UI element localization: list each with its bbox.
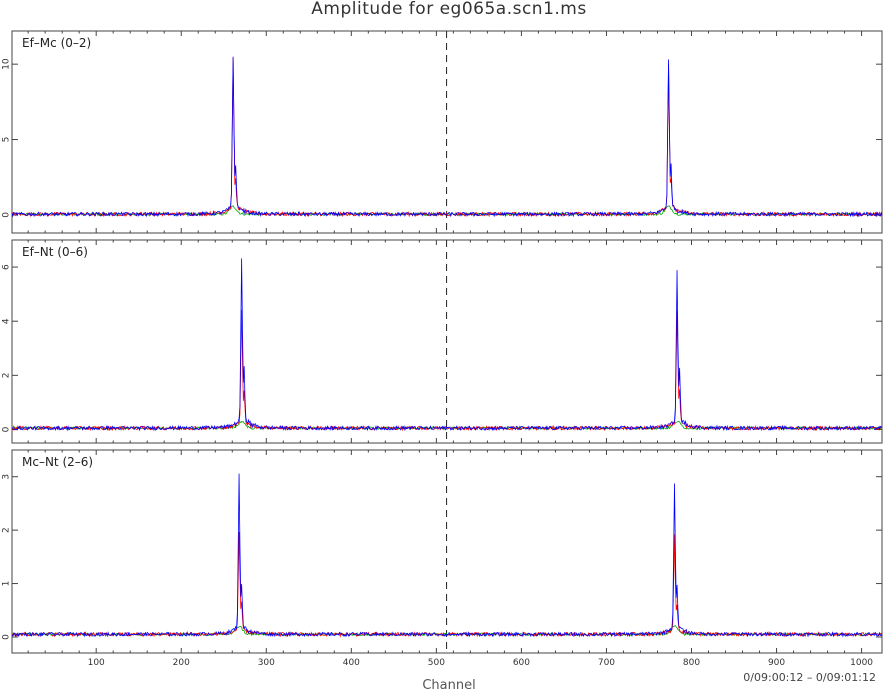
x-tick-label: 800 bbox=[683, 658, 700, 668]
y-tick-label: 4 bbox=[2, 318, 12, 324]
x-tick-label: 700 bbox=[598, 658, 615, 668]
panels-group: 0 5 10 Ef–Mc (0–2) 0 2 4 6 Ef–Nt (0–6) 0 1 2 3 Mc–Nt … bbox=[2, 30, 883, 668]
time-range-label: 0/09:00:12 – 0/09:01:12 bbox=[743, 671, 876, 684]
series-line-blue bbox=[11, 473, 883, 638]
series-line-red bbox=[11, 309, 883, 432]
panel-label: Ef–Nt (0–6) bbox=[22, 245, 88, 259]
panel-label: Ef–Mc (0–2) bbox=[22, 36, 91, 50]
panel-3: 0 1 2 3 Mc–Nt (2–6) bbox=[2, 449, 883, 654]
x-tick-label: 900 bbox=[768, 658, 785, 668]
series-line-blue bbox=[11, 258, 883, 432]
x-tick-label: 200 bbox=[173, 658, 190, 668]
panel-label: Mc–Nt (2–6) bbox=[22, 455, 93, 469]
chart-title: Amplitude for eg065a.scn1.ms bbox=[311, 0, 586, 19]
y-tick-label: 0 bbox=[2, 634, 12, 640]
y-tick-label: 0 bbox=[2, 212, 12, 218]
y-tick-label: 5 bbox=[2, 137, 12, 143]
y-tick-label: 1 bbox=[2, 581, 12, 587]
panel-2: 0 2 4 6 Ef–Nt (0–6) bbox=[2, 239, 883, 444]
y-tick-label: 0 bbox=[2, 426, 12, 432]
x-tick-label: 500 bbox=[428, 658, 445, 668]
y-tick-label: 2 bbox=[2, 372, 12, 378]
series-line-blue bbox=[11, 56, 883, 218]
y-tick-label: 3 bbox=[2, 474, 12, 480]
y-tick-label: 6 bbox=[2, 264, 12, 270]
x-tick-label: 100 bbox=[88, 658, 105, 668]
x-tick-label: 300 bbox=[258, 658, 275, 668]
x-axis-label: Channel bbox=[422, 678, 475, 690]
panel-1: 0 5 10 Ef–Mc (0–2) bbox=[2, 30, 883, 234]
y-tick-label: 10 bbox=[2, 58, 12, 70]
y-tick-label: 2 bbox=[2, 527, 12, 533]
x-tick-label: 600 bbox=[513, 658, 530, 668]
x-tick-label: 400 bbox=[343, 658, 360, 668]
x-tick-label: 1000 bbox=[850, 658, 873, 668]
